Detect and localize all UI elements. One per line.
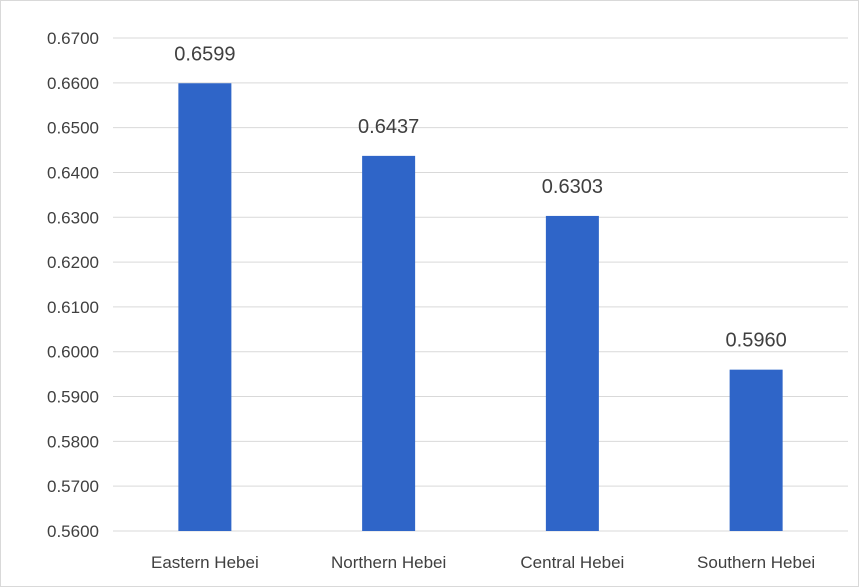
- x-category-label: Northern Hebei: [331, 553, 446, 572]
- bar: [545, 215, 599, 532]
- y-tick-label: 0.6000: [47, 343, 99, 362]
- x-axis-category-labels: Eastern Hebei Northern Hebei Central Hebei…: [151, 553, 815, 572]
- data-label: 0.6599: [174, 43, 235, 65]
- y-tick-label: 0.5700: [47, 477, 99, 496]
- y-tick-label: 0.6400: [47, 163, 99, 182]
- y-tick-label: 0.5900: [47, 388, 99, 407]
- y-tick-label: 0.6700: [47, 29, 99, 48]
- data-label: 0.6437: [358, 116, 419, 138]
- y-axis-tick-labels: 0.5600 0.5700 0.5800 0.5900 0.6000 0.6100 0.62…: [47, 29, 99, 541]
- bar: [729, 369, 783, 531]
- y-tick-label: 0.6500: [47, 119, 99, 138]
- x-category-label: Southern Hebei: [697, 553, 815, 572]
- data-label: 0.5960: [726, 330, 787, 352]
- bar: [362, 155, 416, 531]
- gridlines: [113, 37, 848, 532]
- data-labels: 0.6599 0.6437 0.6303 0.5960: [174, 43, 786, 351]
- y-tick-label: 0.5600: [47, 522, 99, 541]
- y-tick-label: 0.6200: [47, 253, 99, 272]
- y-tick-label: 0.6100: [47, 298, 99, 317]
- y-tick-label: 0.6300: [47, 208, 99, 227]
- bar: [178, 83, 232, 532]
- y-tick-label: 0.5800: [47, 432, 99, 451]
- x-category-label: Central Hebei: [520, 553, 624, 572]
- x-category-label: Eastern Hebei: [151, 553, 259, 572]
- y-tick-label: 0.6600: [47, 74, 99, 93]
- data-label: 0.6303: [542, 176, 603, 198]
- bars: [178, 83, 783, 532]
